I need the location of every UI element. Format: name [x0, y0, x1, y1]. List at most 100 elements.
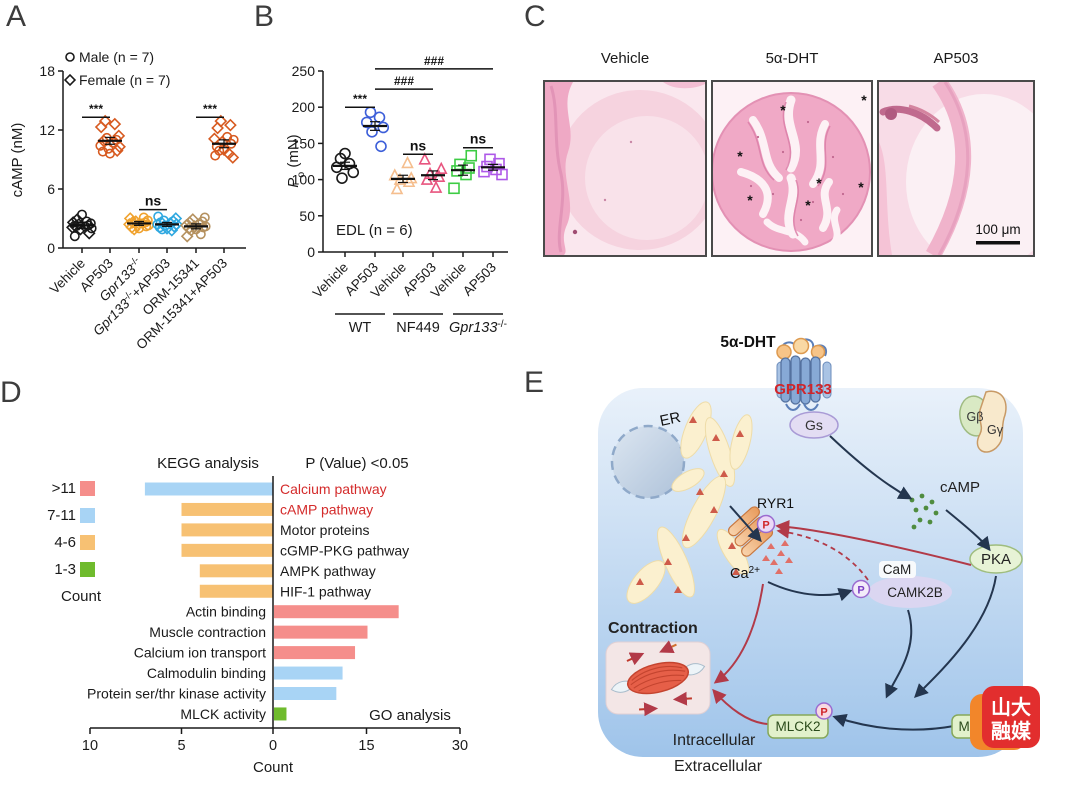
data-point	[211, 121, 224, 135]
svg-text:*: *	[816, 175, 822, 191]
legend-title: Count	[61, 588, 102, 605]
panel-e-pathway-diagram: ER GPR133 Gs 5α-DHT Gβ Gγ	[598, 334, 1040, 775]
nucleus	[610, 424, 686, 500]
data-point	[69, 231, 80, 242]
panel-d-label: D	[0, 376, 22, 409]
cam-node	[879, 561, 916, 578]
er-label: ER	[658, 409, 682, 430]
histology-title-ap503: AP503	[933, 50, 979, 67]
bar	[181, 523, 273, 537]
data-point	[63, 73, 77, 87]
ggamma-label: Gγ	[987, 423, 1004, 437]
data-point	[112, 129, 126, 143]
watermark-logo: 山大 融媒	[970, 686, 1040, 750]
legend-label: 4-6	[54, 534, 76, 551]
data-point	[195, 229, 206, 240]
data-point	[448, 182, 460, 195]
histology-title-vehicle: Vehicle	[600, 50, 650, 67]
legend-label: Male (n = 7)	[79, 49, 154, 65]
x-axis-label: Count	[253, 759, 294, 776]
data-point	[85, 218, 96, 229]
phospho-badge-mlck2: P	[815, 702, 833, 720]
x-tick-label: Vehicle	[47, 256, 88, 297]
panel-b-label: B	[254, 0, 275, 33]
data-point	[165, 223, 179, 237]
x-tick-label: 15	[358, 738, 374, 754]
mlck2-label: MLCK2	[775, 719, 820, 734]
y-tick-label: 12	[39, 122, 55, 138]
y-tick-label: 150	[292, 135, 316, 151]
subgroup-label: Gpr133-/-	[449, 319, 507, 337]
data-point	[463, 162, 475, 174]
x-tick-label: Vehicle	[310, 260, 351, 301]
legend-label: 1-3	[54, 561, 76, 578]
bar	[181, 502, 273, 516]
histology-art-vehicle	[545, 82, 722, 255]
histology-image-vehicle	[543, 80, 722, 257]
legend-swatch	[80, 535, 95, 550]
bar-label: MLCK activity	[180, 706, 266, 722]
subgroup-label: NF449	[396, 320, 440, 336]
data-point	[154, 222, 165, 233]
data-point	[226, 151, 240, 164]
bar-label: Calmodulin binding	[147, 665, 266, 681]
bar-label: HIF-1 pathway	[280, 583, 371, 599]
bar-label: Calcium pathway	[280, 481, 387, 497]
y-axis-label: cAMP (nM)	[9, 123, 26, 198]
data-point	[94, 120, 108, 134]
camp-label: cAMP	[940, 479, 980, 496]
sig-label: ns	[410, 137, 427, 153]
svg-text:*: *	[747, 192, 753, 208]
data-point	[434, 161, 448, 175]
sig-label: ***	[353, 92, 367, 106]
data-point	[347, 166, 360, 179]
legend-label: Female (n = 7)	[79, 72, 170, 88]
pathway-arrows	[712, 435, 997, 731]
legend-label: >11	[52, 480, 76, 497]
bar	[274, 646, 356, 660]
cam-label: CaM	[883, 562, 912, 577]
camk2b-node	[868, 576, 952, 608]
camk2b-label: CAMK2B	[887, 585, 943, 600]
sig-label: ###	[424, 54, 444, 68]
pka-node	[969, 544, 1023, 574]
asterisk-markers: * * * * * * *	[737, 92, 867, 213]
y-tick-label: 200	[292, 99, 316, 115]
mlck2-node	[767, 714, 829, 739]
y-tick-label: 0	[47, 240, 55, 256]
bar	[144, 482, 273, 496]
phospho-badge-camk2b: P	[851, 579, 871, 599]
phospho-badge-ryr1: P	[756, 514, 776, 534]
data-point	[377, 121, 390, 134]
y-tick-label: 0	[307, 244, 315, 260]
data-point	[142, 215, 153, 226]
bar-label: Muscle contraction	[149, 624, 266, 640]
y-tick-label: 100	[292, 172, 316, 188]
svg-text:*: *	[805, 197, 811, 213]
data-point	[224, 118, 237, 132]
bar	[199, 584, 273, 598]
data-point	[402, 174, 416, 188]
panel-c-label: C	[524, 0, 546, 33]
data-point	[86, 223, 97, 234]
logo-text-top: 山大	[991, 696, 1031, 719]
kegg-title: KEGG analysis	[157, 455, 259, 472]
camp-dots	[909, 493, 939, 530]
x-tick-label: AP503	[460, 260, 499, 299]
data-point	[105, 148, 116, 159]
y-axis-label: Po (mN)	[285, 134, 307, 187]
svg-text:P: P	[857, 585, 864, 597]
x-tick-label: 10	[82, 738, 98, 754]
data-point	[180, 229, 194, 243]
go-analysis-label: GO analysis	[369, 707, 451, 724]
svg-text:*: *	[861, 92, 867, 108]
bar	[274, 666, 343, 680]
bar	[199, 564, 273, 578]
data-point	[375, 140, 387, 153]
panel-e-label: E	[524, 366, 545, 399]
bar	[181, 543, 273, 557]
gs-protein	[789, 411, 839, 439]
y-tick-label: 50	[299, 208, 315, 224]
